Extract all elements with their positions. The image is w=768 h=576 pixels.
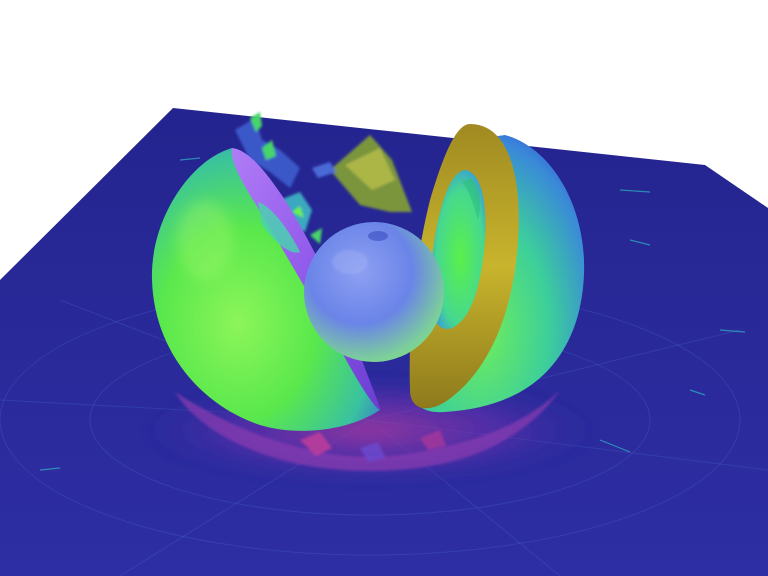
debris-particles [235,112,412,244]
inner-core-sphere [304,222,444,362]
base-rubble [175,390,560,471]
right-hemisphere-shell [409,124,585,413]
